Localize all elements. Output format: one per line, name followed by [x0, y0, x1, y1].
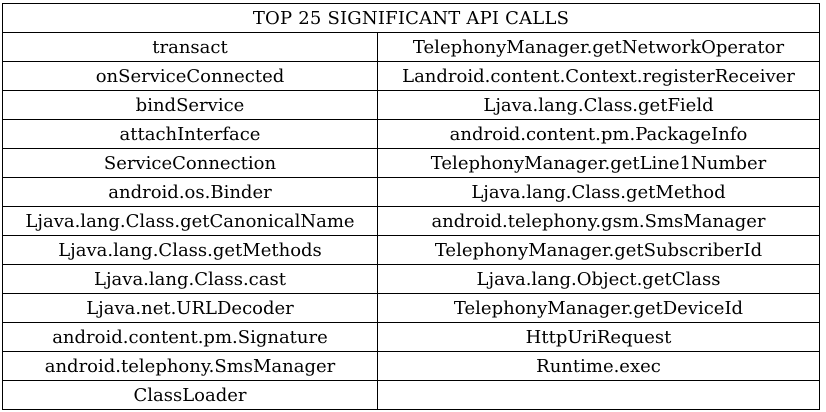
api-call-cell: Ljava.lang.Class.getField	[377, 90, 820, 120]
api-call-cell: Landroid.content.Context.registerReceive…	[377, 61, 820, 91]
api-call-cell: Ljava.lang.Object.getClass	[377, 264, 820, 294]
api-call-cell: TelephonyManager.getNetworkOperator	[377, 32, 820, 62]
table-row: android.telephony.SmsManager Runtime.exe…	[2, 351, 820, 381]
api-call-cell: HttpUriRequest	[377, 322, 820, 352]
table-body: transact TelephonyManager.getNetworkOper…	[2, 32, 820, 410]
api-call-cell: Ljava.lang.Class.getMethods	[2, 235, 378, 265]
table-row: Ljava.lang.Class.getCanonicalName androi…	[2, 206, 820, 236]
table-row: transact TelephonyManager.getNetworkOper…	[2, 32, 820, 62]
api-call-cell: attachInterface	[2, 119, 378, 149]
table-row: android.os.Binder Ljava.lang.Class.getMe…	[2, 177, 820, 207]
table-row: Ljava.lang.Class.cast Ljava.lang.Object.…	[2, 264, 820, 294]
api-call-cell: android.os.Binder	[2, 177, 378, 207]
empty-cell	[377, 380, 820, 410]
api-call-cell: ClassLoader	[2, 380, 378, 410]
api-call-cell: android.content.pm.PackageInfo	[377, 119, 820, 149]
api-call-cell: TelephonyManager.getDeviceId	[377, 293, 820, 323]
api-call-cell: bindService	[2, 90, 378, 120]
table-row: onServiceConnected Landroid.content.Cont…	[2, 61, 820, 91]
table-row: ServiceConnection TelephonyManager.getLi…	[2, 148, 820, 178]
table-title: TOP 25 SIGNIFICANT API CALLS	[2, 3, 820, 33]
table-row: ClassLoader	[2, 380, 820, 410]
table-row: Ljava.net.URLDecoder TelephonyManager.ge…	[2, 293, 820, 323]
api-call-cell: Ljava.lang.Class.getMethod	[377, 177, 820, 207]
api-call-cell: android.telephony.gsm.SmsManager	[377, 206, 820, 236]
table-row: Ljava.lang.Class.getMethods TelephonyMan…	[2, 235, 820, 265]
api-call-cell: android.telephony.SmsManager	[2, 351, 378, 381]
api-call-cell: ServiceConnection	[2, 148, 378, 178]
api-call-cell: TelephonyManager.getSubscriberId	[377, 235, 820, 265]
api-calls-table: TOP 25 SIGNIFICANT API CALLS transact Te…	[2, 3, 820, 410]
api-call-cell: Ljava.lang.Class.getCanonicalName	[2, 206, 378, 236]
table-row: bindService Ljava.lang.Class.getField	[2, 90, 820, 120]
table-title-row: TOP 25 SIGNIFICANT API CALLS	[2, 3, 820, 33]
api-call-cell: Ljava.net.URLDecoder	[2, 293, 378, 323]
api-call-cell: onServiceConnected	[2, 61, 378, 91]
api-call-cell: transact	[2, 32, 378, 62]
api-call-cell: Ljava.lang.Class.cast	[2, 264, 378, 294]
api-call-cell: TelephonyManager.getLine1Number	[377, 148, 820, 178]
api-call-cell: android.content.pm.Signature	[2, 322, 378, 352]
table-row: android.content.pm.Signature HttpUriRequ…	[2, 322, 820, 352]
table-row: attachInterface android.content.pm.Packa…	[2, 119, 820, 149]
api-call-cell: Runtime.exec	[377, 351, 820, 381]
